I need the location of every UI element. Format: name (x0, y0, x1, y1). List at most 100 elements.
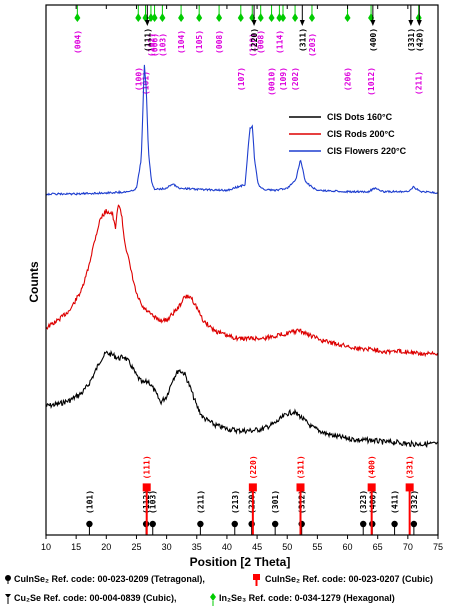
cu2se-hkl: (220) (250, 28, 259, 52)
tetragonal-peak-marker (149, 520, 156, 528)
in2se3-peak-marker (135, 13, 142, 22)
x-tick-label: 50 (282, 542, 292, 552)
tetragonal-hkl: (103) (149, 490, 158, 514)
tetragonal-peak-marker (410, 520, 418, 528)
cubic-hkl: (220) (249, 455, 258, 479)
in2se3-legend-marker (210, 593, 216, 601)
in2se3-hkl: (008) (257, 30, 266, 54)
tetragonal-hkl: (101) (85, 490, 94, 514)
in2se3-hkl: (104) (177, 30, 186, 54)
tetragonal-hkl: (211) (196, 490, 205, 514)
in2se3-hkl: (100) (134, 67, 143, 91)
in2se3-hkl: (004) (73, 30, 82, 54)
cu2se-peak-marker (299, 20, 305, 26)
cu2se-hkl: (400) (369, 28, 378, 52)
in2se3-peak-marker (237, 13, 244, 22)
in2se3-hkl: (211) (415, 71, 424, 95)
cubic-hkl: (400) (368, 455, 377, 479)
legend-entry: CIS Dots 160°C (327, 112, 393, 122)
in2se3-hkl: (102) (147, 33, 156, 57)
in2se3-hkl: (1012) (367, 67, 376, 96)
cubic-peak-marker (405, 483, 414, 492)
x-axis: 10 15 20 25 30 35 40 45 50 55 60 65 70 75 (41, 5, 443, 552)
in2se3-hkl: (110) (248, 33, 257, 57)
x-tick-label: 10 (41, 542, 51, 552)
in2se3-peak-marker (151, 13, 158, 22)
cubic-peak-marker (142, 483, 151, 492)
x-tick-label: 35 (192, 542, 202, 552)
cu2se-legend: Cu₂Se Ref. code: 00-004-0839 (Cubic), (14, 593, 177, 603)
in2se3-peak-marker (74, 13, 81, 22)
cubic-hkl: (111) (143, 455, 152, 479)
y-axis-label: Counts (27, 261, 41, 303)
tetragonal-peak-marker (391, 520, 398, 528)
in2se3-hkl: (103) (158, 33, 167, 57)
in2se3-peak-marker (292, 13, 299, 22)
cubic-legend-marker (253, 574, 260, 580)
tetragonal-hkl: (213) (231, 490, 240, 514)
x-tick-label: 40 (222, 542, 232, 552)
tetragonal-legend: CuInSe₂ Ref. code: 00-023-0209 (Tetragon… (14, 574, 205, 584)
in2se3-peak-marker (147, 13, 154, 22)
x-tick-label: 75 (433, 542, 443, 552)
tetragonal-peak-marker (86, 520, 93, 528)
tetragonal-hkl: (312) (298, 490, 307, 514)
in2se3-hkl: (006) (151, 33, 160, 57)
tetragonal-peak-marker (248, 520, 255, 528)
tetragonal-peak-marker (298, 520, 305, 528)
in2se3-peak-marker (276, 13, 283, 22)
x-tick-label: 20 (101, 542, 111, 552)
tetragonal-hkl: (411) (391, 490, 400, 514)
tetragonal-hkl: (400) (368, 490, 377, 514)
x-tick-label: 45 (252, 542, 262, 552)
in2se3-hkl: (203) (308, 33, 317, 57)
tetragonal-peak-marker (360, 520, 367, 528)
legend: CIS Dots 160°C CIS Rods 200°C CIS Flowers … (289, 112, 407, 156)
x-tick-label: 70 (403, 542, 413, 552)
in2se3-hkl: (206) (344, 67, 353, 91)
in2se3-hkl: (202) (291, 67, 300, 91)
cu2se-peak-marker (416, 20, 422, 26)
in2se3-peak-marker (178, 13, 185, 22)
in2se3-peak-marker (196, 13, 203, 22)
cu2se-hkl: (420) (415, 28, 424, 52)
x-tick-label: 55 (312, 542, 322, 552)
cu2se-peak-marker (251, 20, 257, 26)
tetragonal-peak-marker (271, 520, 279, 528)
x-axis-label: Position [2 Theta] (190, 555, 291, 569)
series-line-3 (45, 64, 438, 196)
in2se3-hkl: (107) (237, 67, 246, 91)
tetragonal-peak-marker (197, 520, 204, 528)
cu2se-legend-marker (5, 594, 11, 598)
in2se3-peak-marker (268, 13, 275, 22)
x-tick-label: 15 (71, 542, 81, 552)
in2se3-peak-marker (257, 13, 264, 22)
cu2se-peak-marker (408, 20, 414, 26)
in2se3-hkl: (008) (215, 30, 224, 54)
tetragonal-hkl: (332) (410, 490, 419, 514)
x-tick-label: 60 (343, 542, 353, 552)
in2se3-peak-marker (308, 13, 315, 22)
x-tick-label: 25 (131, 542, 141, 552)
in2se3-peak-marker (344, 13, 351, 22)
tetragonal-hkl: (323) (359, 490, 368, 514)
cubic-hkl: (331) (406, 455, 415, 479)
x-tick-label: 30 (162, 542, 172, 552)
cubic-peak-marker (367, 483, 376, 492)
series-line-2 (45, 204, 439, 358)
in2se3-peak-marker (159, 13, 166, 22)
legend-entry: CIS Rods 200°C (327, 129, 395, 139)
in2se3-legend: In₂Se₃ Ref. code: 0-034-1279 (Hexagonal) (219, 593, 395, 603)
cu2se-peak-marker (370, 20, 376, 26)
in2se3-peak-marker (415, 13, 422, 22)
in2se3-peak-marker (216, 13, 223, 22)
tetragonal-hkl: (301) (271, 490, 280, 514)
in2se3-hkl: (105) (195, 30, 204, 54)
plot-frame (45, 4, 439, 536)
cu2se-hkl: (311) (298, 28, 307, 52)
legend-entry: CIS Flowers 220°C (327, 146, 407, 156)
cu2se-hkl: (111) (143, 28, 152, 52)
reference-legend: CuInSe₂ Ref. code: 00-023-0209 (Tetragon… (5, 574, 433, 606)
cubic-peak-marker (296, 483, 305, 492)
